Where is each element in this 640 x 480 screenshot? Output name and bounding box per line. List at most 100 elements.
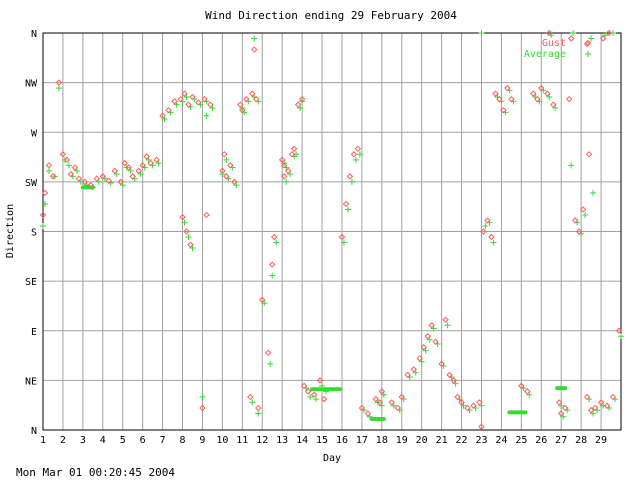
x-tick-label: 23 bbox=[475, 435, 487, 446]
gust-point bbox=[239, 106, 246, 114]
average-point bbox=[570, 30, 577, 36]
x-tick-label: 29 bbox=[595, 435, 607, 446]
gust-point bbox=[171, 98, 178, 105]
legend-average-marker bbox=[585, 51, 591, 57]
gust-point bbox=[278, 156, 286, 164]
average-point bbox=[73, 167, 80, 174]
gust-point bbox=[534, 95, 541, 103]
gust-point bbox=[398, 393, 405, 401]
gust-point bbox=[492, 90, 499, 97]
y-tick-label: N bbox=[31, 426, 37, 437]
average-point bbox=[590, 410, 597, 417]
gust-point bbox=[265, 349, 272, 357]
average-point bbox=[356, 151, 363, 158]
legend-average-label: Average bbox=[524, 49, 566, 60]
gust-point bbox=[376, 399, 384, 406]
average-point bbox=[161, 116, 168, 123]
gust-point bbox=[484, 217, 491, 224]
average-point bbox=[526, 391, 533, 398]
gust-point bbox=[147, 159, 154, 167]
gust-point bbox=[597, 399, 605, 406]
gust-point bbox=[179, 213, 186, 221]
gust-point bbox=[93, 175, 101, 182]
average-point bbox=[482, 222, 489, 229]
gust-point bbox=[139, 162, 146, 169]
x-tick-labels: 1 2 3 4 5 6 7 8 9 10 11 12 13 14 15 16 17 18 19 20 21 22 23 24 2… bbox=[40, 435, 607, 446]
y-tick-label: E bbox=[31, 327, 37, 338]
legend-average-plus bbox=[585, 51, 591, 57]
average-point bbox=[95, 178, 102, 185]
gust-point bbox=[518, 382, 525, 390]
gust-point bbox=[87, 181, 95, 189]
average-point bbox=[267, 360, 274, 367]
gust-point bbox=[243, 95, 250, 103]
gust-point bbox=[565, 95, 573, 103]
x-tick-label: 28 bbox=[575, 435, 587, 446]
gust-point bbox=[338, 233, 346, 241]
gust-point bbox=[567, 35, 575, 42]
gust-point bbox=[550, 101, 557, 108]
average-point bbox=[552, 104, 559, 111]
x-tick-label: 21 bbox=[436, 435, 448, 446]
gust-point bbox=[288, 151, 296, 158]
gust-point bbox=[45, 162, 53, 169]
gust-point bbox=[378, 388, 386, 395]
gust-point bbox=[129, 173, 136, 180]
x-axis-label: Day bbox=[323, 453, 341, 464]
average-series bbox=[40, 30, 624, 420]
x-tick-label: 22 bbox=[456, 435, 468, 446]
average-point bbox=[297, 104, 304, 111]
x-tick-label: 7 bbox=[160, 435, 166, 446]
average-point bbox=[344, 206, 351, 213]
y-tick-label: NW bbox=[25, 79, 38, 90]
x-tick-label: 1 bbox=[40, 435, 46, 446]
gust-point bbox=[394, 404, 401, 412]
legend-gust-label: Gust bbox=[542, 38, 566, 49]
gust-point bbox=[420, 344, 427, 351]
gust-point bbox=[575, 228, 583, 235]
average-point bbox=[307, 393, 314, 400]
gust-series bbox=[39, 29, 623, 430]
gust-point bbox=[454, 393, 461, 401]
gust-point bbox=[372, 395, 380, 403]
gust-point bbox=[284, 167, 292, 175]
gust-point bbox=[280, 162, 288, 169]
gust-point bbox=[255, 404, 262, 412]
y-tick-label: SE bbox=[25, 277, 37, 288]
gust-point bbox=[99, 173, 107, 180]
average-point bbox=[378, 402, 385, 409]
gust-point bbox=[223, 173, 230, 180]
average-point bbox=[588, 35, 595, 42]
average-point bbox=[558, 402, 565, 409]
x-tick-label: 20 bbox=[416, 435, 428, 446]
gust-point bbox=[605, 29, 613, 37]
gust-point bbox=[290, 145, 298, 152]
gust-point bbox=[189, 93, 196, 101]
average-point bbox=[113, 171, 120, 178]
gust-point bbox=[153, 156, 160, 164]
gust-point bbox=[350, 151, 358, 158]
average-point bbox=[422, 347, 429, 354]
average-point bbox=[233, 182, 240, 189]
gust-point bbox=[579, 206, 587, 213]
y-tick-label: W bbox=[31, 128, 38, 139]
x-tick-label: 4 bbox=[100, 435, 106, 446]
y-axis-label: Direction bbox=[5, 204, 16, 258]
gust-point bbox=[75, 175, 83, 182]
gust-point bbox=[603, 402, 611, 409]
average-point bbox=[65, 162, 72, 169]
average-point bbox=[261, 300, 268, 307]
gust-point bbox=[546, 29, 553, 37]
x-tick-label: 11 bbox=[236, 435, 248, 446]
gust-point bbox=[496, 95, 503, 103]
average-point bbox=[251, 35, 258, 42]
gust-point bbox=[294, 101, 302, 108]
x-tick-label: 27 bbox=[555, 435, 567, 446]
average-point bbox=[319, 382, 326, 389]
gust-point bbox=[270, 233, 278, 241]
gust-point bbox=[199, 404, 206, 412]
average-point bbox=[55, 85, 62, 92]
gust-point bbox=[478, 423, 485, 430]
average-point bbox=[602, 32, 609, 39]
gust-point bbox=[410, 366, 417, 373]
